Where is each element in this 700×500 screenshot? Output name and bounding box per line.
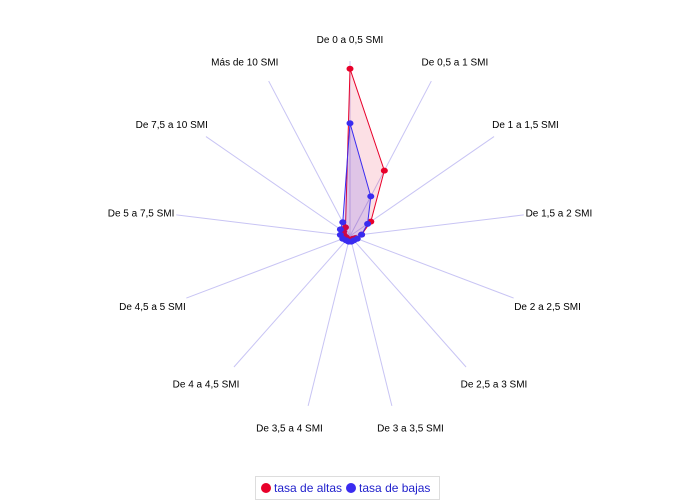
axis-spoke <box>268 80 351 237</box>
axis-label: De 1,5 a 2 SMI <box>526 208 593 219</box>
axis-spoke <box>349 214 524 237</box>
axis-label: De 4,5 a 5 SMI <box>119 302 186 313</box>
data-point <box>380 167 388 174</box>
axis-spoke <box>349 235 467 368</box>
axis-label: Más de 10 SMI <box>211 58 278 69</box>
data-point <box>339 219 347 226</box>
axis-spoke <box>307 235 351 407</box>
legend-item-bajas: tasa de bajas <box>346 481 430 495</box>
legend: tasa de altas tasa de bajas <box>255 476 441 500</box>
data-point <box>346 65 354 72</box>
data-point <box>367 193 375 200</box>
legend-label: tasa de bajas <box>359 481 431 495</box>
legend-dot-icon <box>346 483 357 493</box>
axis-spoke <box>186 235 351 299</box>
axis-spoke <box>349 235 393 407</box>
axis-label: De 0,5 a 1 SMI <box>422 58 489 69</box>
data-point <box>336 231 344 238</box>
axis-label: De 2,5 a 3 SMI <box>461 379 528 390</box>
axis-label: De 3 a 3,5 SMI <box>377 423 444 434</box>
axis-label: De 0 a 0,5 SMI <box>317 35 384 46</box>
axis-label: De 4 a 4,5 SMI <box>173 379 240 390</box>
axis-spoke <box>233 235 351 368</box>
axis-spoke <box>349 235 514 299</box>
axis-label: De 7,5 a 10 SMI <box>136 120 208 131</box>
axis-label: De 2 a 2,5 SMI <box>514 302 581 313</box>
axis-spoke <box>176 214 351 237</box>
data-point <box>358 231 366 238</box>
legend-item-altas: tasa de altas <box>261 481 342 495</box>
axis-spoke <box>349 136 495 237</box>
axis-label: De 1 a 1,5 SMI <box>492 120 559 131</box>
data-point <box>336 226 344 233</box>
legend-dot-icon <box>261 483 271 493</box>
axis-label: De 5 a 7,5 SMI <box>108 208 175 219</box>
legend-label: tasa de altas <box>274 481 343 495</box>
data-point <box>364 220 372 227</box>
axis-spoke <box>205 136 351 237</box>
axis-label: De 3,5 a 4 SMI <box>256 423 323 434</box>
data-point <box>346 120 354 127</box>
axis-spoke <box>349 80 432 237</box>
